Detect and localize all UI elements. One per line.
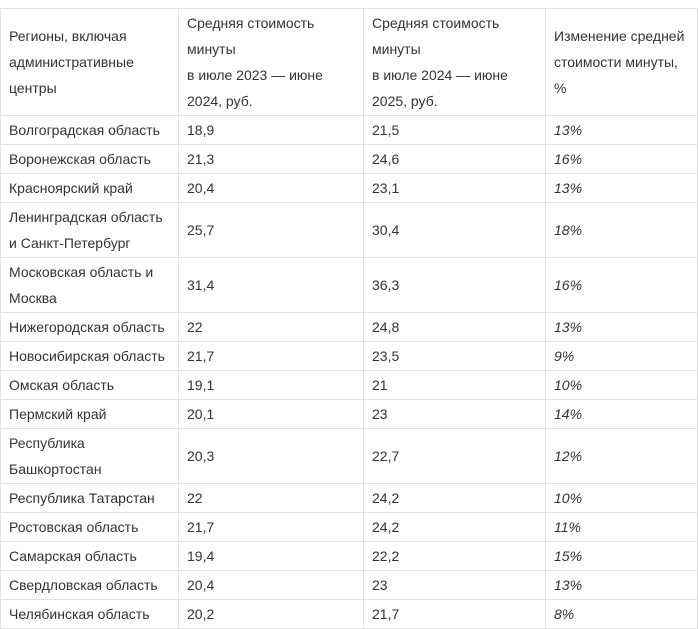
period1-cell: 20,4	[178, 173, 364, 203]
period2-cell: 24,8	[363, 312, 546, 342]
table-row: Свердловская область 20,4 23 13%	[0, 570, 698, 600]
change-cell: 14%	[545, 399, 698, 429]
period2-cell: 22,2	[363, 541, 546, 571]
period2-cell: 30,4	[363, 202, 546, 258]
change-cell: 13%	[545, 173, 698, 203]
column-header-change: Изменение средней стоимости минуты, %	[545, 8, 698, 116]
change-cell: 13%	[545, 115, 698, 145]
header-row: Регионы, включая административные центры…	[0, 8, 698, 116]
table-row: Челябинская область 20,2 21,7 8%	[0, 599, 698, 629]
table-row: Ленинградская область и Санкт-Петербург …	[0, 202, 698, 258]
change-cell: 10%	[545, 483, 698, 513]
change-cell: 18%	[545, 202, 698, 258]
table-body: Волгоградская область 18,9 21,5 13% Воро…	[0, 115, 698, 629]
period2-cell: 36,3	[363, 257, 546, 313]
period2-cell: 23	[363, 399, 546, 429]
regional-minute-cost-table: Регионы, включая административные центры…	[0, 8, 698, 629]
period1-cell: 19,4	[178, 541, 364, 571]
change-cell: 13%	[545, 312, 698, 342]
table-row: Новосибирская область 21,7 23,5 9%	[0, 341, 698, 371]
change-cell: 16%	[545, 144, 698, 174]
region-cell: Пермский край	[0, 399, 179, 429]
change-cell: 9%	[545, 341, 698, 371]
table-header: Регионы, включая административные центры…	[0, 8, 698, 116]
region-cell: Республика Башкортостан	[0, 428, 179, 484]
region-cell: Ленинградская область и Санкт-Петербург	[0, 202, 179, 258]
column-header-period1: Средняя стоимость минуты в июле 2023 — и…	[178, 8, 364, 116]
region-cell: Волгоградская область	[0, 115, 179, 145]
period1-cell: 18,9	[178, 115, 364, 145]
period2-cell: 21,7	[363, 599, 546, 629]
table-row: Московская область и Москва 31,4 36,3 16…	[0, 257, 698, 313]
table-row: Республика Татарстан 22 24,2 10%	[0, 483, 698, 513]
region-cell: Красноярский край	[0, 173, 179, 203]
region-cell: Московская область и Москва	[0, 257, 179, 313]
region-cell: Воронежская область	[0, 144, 179, 174]
region-cell: Новосибирская область	[0, 341, 179, 371]
table-row: Пермский край 20,1 23 14%	[0, 399, 698, 429]
region-cell: Челябинская область	[0, 599, 179, 629]
period1-cell: 21,7	[178, 341, 364, 371]
period1-cell: 19,1	[178, 370, 364, 400]
column-header-regions: Регионы, включая административные центры	[0, 8, 179, 116]
region-cell: Республика Татарстан	[0, 483, 179, 513]
region-cell: Нижегородская область	[0, 312, 179, 342]
change-cell: 12%	[545, 428, 698, 484]
period2-cell: 22,7	[363, 428, 546, 484]
table-row: Красноярский край 20,4 23,1 13%	[0, 173, 698, 203]
period1-cell: 20,2	[178, 599, 364, 629]
period2-cell: 23	[363, 570, 546, 600]
region-cell: Свердловская область	[0, 570, 179, 600]
period1-cell: 20,1	[178, 399, 364, 429]
table-row: Нижегородская область 22 24,8 13%	[0, 312, 698, 342]
period1-cell: 20,3	[178, 428, 364, 484]
period2-cell: 23,5	[363, 341, 546, 371]
table-row: Волгоградская область 18,9 21,5 13%	[0, 115, 698, 145]
column-header-period2: Средняя стоимость минуты в июле 2024 — и…	[363, 8, 546, 116]
region-cell: Самарская область	[0, 541, 179, 571]
period1-cell: 31,4	[178, 257, 364, 313]
period1-cell: 22	[178, 312, 364, 342]
table-row: Самарская область 19,4 22,2 15%	[0, 541, 698, 571]
change-cell: 16%	[545, 257, 698, 313]
period2-cell: 24,2	[363, 483, 546, 513]
change-cell: 13%	[545, 570, 698, 600]
region-cell: Омская область	[0, 370, 179, 400]
period2-cell: 21,5	[363, 115, 546, 145]
change-cell: 8%	[545, 599, 698, 629]
period2-cell: 23,1	[363, 173, 546, 203]
period2-cell: 21	[363, 370, 546, 400]
period2-cell: 24,6	[363, 144, 546, 174]
period1-cell: 22	[178, 483, 364, 513]
table-row: Воронежская область 21,3 24,6 16%	[0, 144, 698, 174]
change-cell: 15%	[545, 541, 698, 571]
table-row: Республика Башкортостан 20,3 22,7 12%	[0, 428, 698, 484]
change-cell: 10%	[545, 370, 698, 400]
table-row: Омская область 19,1 21 10%	[0, 370, 698, 400]
period1-cell: 20,4	[178, 570, 364, 600]
period1-cell: 21,3	[178, 144, 364, 174]
period1-cell: 25,7	[178, 202, 364, 258]
